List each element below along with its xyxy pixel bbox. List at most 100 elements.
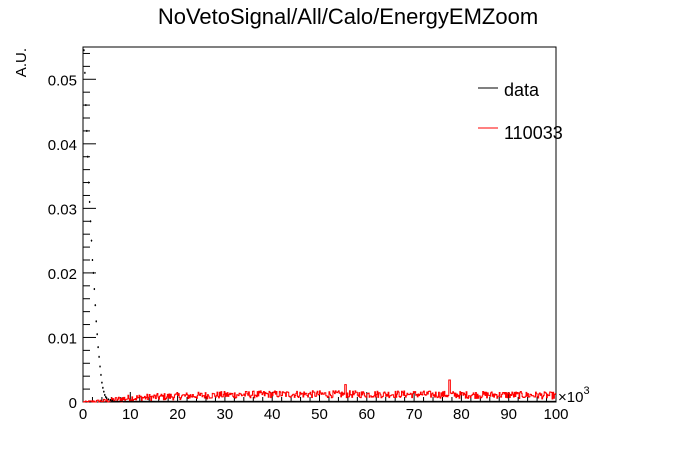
data-point bbox=[233, 400, 235, 402]
data-point bbox=[90, 239, 93, 242]
data-point bbox=[141, 400, 143, 402]
data-point bbox=[394, 400, 396, 402]
data-point bbox=[490, 400, 492, 402]
data-point bbox=[297, 400, 299, 402]
x-tick-label: 0 bbox=[79, 406, 87, 423]
data-point bbox=[499, 400, 501, 402]
data-point bbox=[416, 400, 418, 402]
x-tick-label: 80 bbox=[453, 406, 470, 423]
data-point bbox=[430, 400, 432, 402]
data-point bbox=[288, 400, 290, 402]
data-point bbox=[153, 400, 155, 402]
data-point bbox=[226, 400, 228, 402]
data-point bbox=[216, 400, 218, 402]
data-point bbox=[412, 400, 414, 402]
data-point bbox=[191, 400, 193, 402]
data-point bbox=[442, 400, 445, 402]
data-point bbox=[276, 400, 278, 402]
data-point bbox=[281, 400, 283, 402]
data-point bbox=[333, 400, 335, 402]
data-point bbox=[532, 400, 534, 402]
data-point bbox=[453, 400, 455, 402]
data-point bbox=[493, 400, 496, 402]
data-point bbox=[290, 400, 292, 402]
data-point bbox=[484, 400, 486, 402]
data-point bbox=[272, 400, 274, 402]
data-point bbox=[186, 400, 188, 402]
data-point bbox=[377, 400, 379, 402]
data-point bbox=[240, 400, 242, 402]
data-point bbox=[311, 400, 313, 402]
x-tick-label: 30 bbox=[217, 406, 234, 423]
data-point bbox=[427, 400, 429, 402]
data-point bbox=[492, 400, 495, 402]
data-point bbox=[393, 400, 395, 402]
data-point bbox=[436, 400, 438, 402]
data-point bbox=[356, 400, 358, 402]
data-point bbox=[316, 400, 318, 402]
data-point bbox=[521, 400, 523, 402]
data-point bbox=[457, 400, 459, 402]
data-point bbox=[351, 400, 353, 402]
data-point bbox=[270, 400, 272, 402]
data-point bbox=[352, 400, 355, 402]
data-point bbox=[227, 400, 229, 402]
data-point bbox=[299, 400, 301, 402]
data-point bbox=[109, 399, 112, 401]
data-point bbox=[404, 400, 406, 402]
data-point bbox=[542, 400, 544, 402]
data-point bbox=[411, 400, 413, 402]
data-point bbox=[157, 400, 159, 402]
data-point bbox=[88, 201, 91, 203]
data-point bbox=[242, 400, 244, 402]
data-point bbox=[518, 400, 520, 402]
data-point bbox=[280, 400, 282, 402]
data-point bbox=[245, 400, 247, 402]
data-point bbox=[129, 400, 131, 402]
data-point bbox=[536, 400, 538, 402]
data-point bbox=[306, 400, 308, 402]
data-point bbox=[182, 400, 184, 402]
data-point bbox=[325, 400, 327, 402]
data-point bbox=[338, 400, 340, 402]
data-point bbox=[312, 400, 314, 402]
data-point bbox=[128, 400, 130, 402]
data-point bbox=[142, 400, 145, 402]
legend: data 110033 bbox=[478, 80, 563, 143]
data-point bbox=[231, 400, 234, 402]
data-point bbox=[249, 400, 252, 402]
data-point bbox=[223, 400, 225, 402]
data-point bbox=[267, 400, 270, 402]
data-point bbox=[340, 400, 342, 402]
data-point bbox=[232, 400, 235, 402]
data-point bbox=[314, 400, 316, 402]
data-point bbox=[310, 400, 312, 402]
data-point bbox=[495, 400, 498, 402]
data-point bbox=[265, 400, 268, 402]
data-point bbox=[189, 400, 191, 402]
data-point bbox=[308, 400, 310, 402]
data-point bbox=[183, 400, 185, 402]
data-point bbox=[95, 320, 98, 323]
data-point bbox=[543, 400, 545, 402]
data-point bbox=[334, 400, 337, 402]
data-point bbox=[98, 356, 100, 358]
data-point bbox=[159, 400, 161, 402]
data-point bbox=[391, 400, 393, 402]
data-point bbox=[448, 400, 450, 402]
y-tick-label: 0 bbox=[69, 395, 77, 412]
data-point bbox=[206, 400, 208, 402]
data-point bbox=[171, 400, 173, 402]
data-point bbox=[432, 400, 434, 402]
data-point bbox=[359, 400, 361, 402]
data-point bbox=[178, 400, 181, 402]
data-point bbox=[516, 400, 518, 402]
data-point bbox=[107, 398, 110, 401]
data-point bbox=[494, 400, 497, 402]
data-point bbox=[505, 400, 507, 402]
data-point bbox=[302, 400, 305, 402]
data-point bbox=[146, 400, 148, 402]
data-point bbox=[347, 400, 349, 402]
data-point bbox=[550, 400, 552, 402]
data-point bbox=[224, 400, 226, 402]
